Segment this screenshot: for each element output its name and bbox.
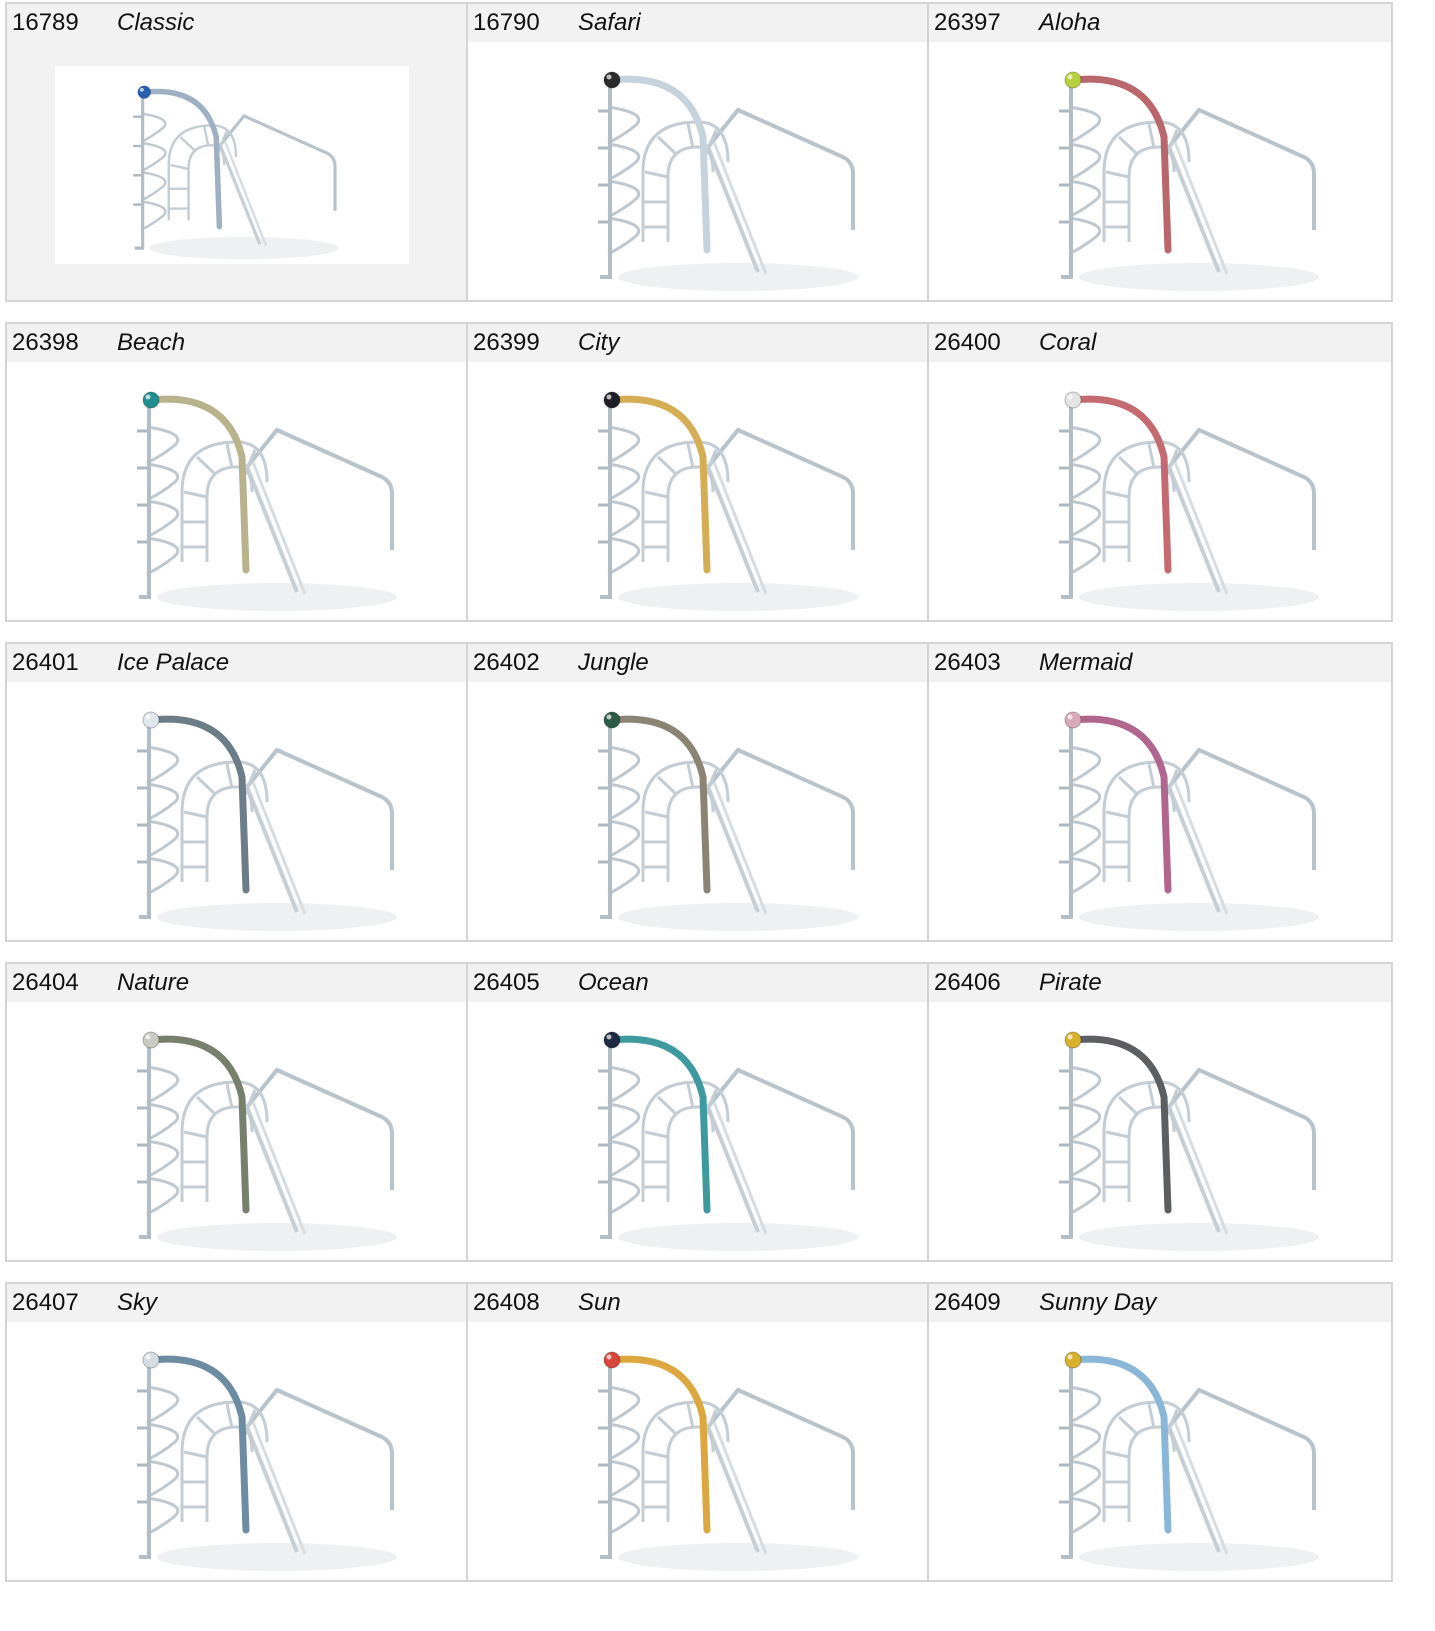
variant-card-header: 26402 Jungle [468, 644, 930, 682]
variant-code: 16789 [12, 9, 79, 36]
variant-name: Sunny Day [1039, 1289, 1157, 1316]
variant-thumbnail-image [588, 1332, 878, 1572]
variant-thumbnail-image [1049, 372, 1339, 612]
variant-thumbnail-image [127, 372, 417, 612]
variant-thumbnail-image [588, 692, 878, 932]
variant-code: 26398 [12, 329, 79, 356]
variant-card-sunny-day[interactable]: 26409 Sunny Day [927, 1282, 1393, 1582]
variant-code: 26406 [934, 969, 1001, 996]
variant-code: 26397 [934, 9, 1001, 36]
variant-code: 26399 [473, 329, 540, 356]
variant-name: Coral [1039, 329, 1097, 356]
variant-name: Pirate [1039, 969, 1102, 996]
variant-card-header: 16789 Classic [7, 4, 469, 42]
variant-card-ocean[interactable]: 26405 Ocean [466, 962, 932, 1262]
variant-card-mermaid[interactable]: 26403 Mermaid [927, 642, 1393, 942]
variant-code: 26405 [473, 969, 540, 996]
variant-card-safari[interactable]: 16790 Safari [466, 2, 932, 302]
variant-code: 26403 [934, 649, 1001, 676]
variant-card-header: 26404 Nature [7, 964, 469, 1002]
variant-code: 26407 [12, 1289, 79, 1316]
variant-card-header: 26399 City [468, 324, 930, 362]
variant-thumbnail-image [588, 52, 878, 292]
variant-card-header: 26405 Ocean [468, 964, 930, 1002]
variant-name: Sky [117, 1289, 158, 1316]
variant-card-header: 26403 Mermaid [929, 644, 1391, 682]
variant-name: City [578, 329, 620, 356]
variant-thumbnail-image [1049, 1332, 1339, 1572]
variant-code: 26409 [934, 1289, 1001, 1316]
variant-thumbnail-image [127, 1012, 417, 1252]
variant-thumbnail-image [1049, 692, 1339, 932]
variant-thumbnail-image [55, 66, 409, 264]
variant-code: 26401 [12, 649, 79, 676]
variant-name: Beach [117, 329, 186, 356]
variant-card-jungle[interactable]: 26402 Jungle [466, 642, 932, 942]
variant-card-header: 26409 Sunny Day [929, 1284, 1391, 1322]
variant-card-header: 26398 Beach [7, 324, 469, 362]
variant-name: Classic [117, 9, 195, 36]
variant-thumbnail-image [1049, 1012, 1339, 1252]
variant-name: Aloha [1039, 9, 1101, 36]
variant-code: 16790 [473, 9, 540, 36]
variant-name: Safari [578, 9, 641, 36]
variant-card-coral[interactable]: 26400 Coral [927, 322, 1393, 622]
variant-card-ice-palace[interactable]: 26401 Ice Palace [5, 642, 471, 942]
variant-thumbnail-image [1049, 52, 1339, 292]
variant-name: Mermaid [1039, 649, 1133, 676]
variant-code: 26404 [12, 969, 79, 996]
variant-thumbnail-image [588, 1012, 878, 1252]
variant-card-beach[interactable]: 26398 Beach [5, 322, 471, 622]
variant-thumbnail-image [127, 692, 417, 932]
variant-name: Ice Palace [117, 649, 230, 676]
variant-name: Nature [117, 969, 190, 996]
variant-card-classic[interactable]: 16789 Classic [5, 2, 471, 302]
variant-card-header: 26407 Sky [7, 1284, 469, 1322]
variant-name: Sun [578, 1289, 621, 1316]
variant-card-sky[interactable]: 26407 Sky [5, 1282, 471, 1582]
variant-card-nature[interactable]: 26404 Nature [5, 962, 471, 1262]
variant-code: 26400 [934, 329, 1001, 356]
variant-card-header: 26406 Pirate [929, 964, 1391, 1002]
variant-card-header: 26400 Coral [929, 324, 1391, 362]
variant-name: Ocean [578, 969, 649, 996]
variant-thumbnail-image [127, 1332, 417, 1572]
variant-card-header: 26408 Sun [468, 1284, 930, 1322]
variant-card-sun[interactable]: 26408 Sun [466, 1282, 932, 1582]
variant-card-pirate[interactable]: 26406 Pirate [927, 962, 1393, 1262]
variant-card-header: 26401 Ice Palace [7, 644, 469, 682]
variant-card-city[interactable]: 26399 City [466, 322, 932, 622]
variant-thumbnail-image [588, 372, 878, 612]
variant-code: 26408 [473, 1289, 540, 1316]
variant-card-header: 16790 Safari [468, 4, 930, 42]
variant-code: 26402 [473, 649, 540, 676]
variant-card-header: 26397 Aloha [929, 4, 1391, 42]
variant-card-aloha[interactable]: 26397 Aloha [927, 2, 1393, 302]
variant-name: Jungle [578, 649, 649, 676]
